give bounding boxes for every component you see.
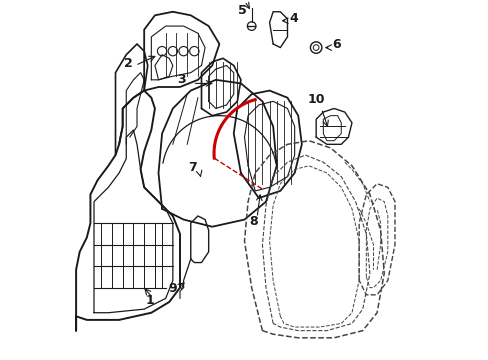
Text: 8: 8 bbox=[248, 215, 257, 228]
Text: 3: 3 bbox=[177, 73, 186, 86]
Text: 7: 7 bbox=[188, 161, 197, 174]
Text: 2: 2 bbox=[123, 57, 132, 70]
Text: 10: 10 bbox=[307, 93, 324, 106]
Text: 5: 5 bbox=[238, 4, 246, 17]
Text: 4: 4 bbox=[289, 12, 297, 25]
Text: 6: 6 bbox=[332, 38, 340, 51]
Text: 1: 1 bbox=[145, 294, 154, 307]
Text: 9: 9 bbox=[168, 282, 177, 295]
